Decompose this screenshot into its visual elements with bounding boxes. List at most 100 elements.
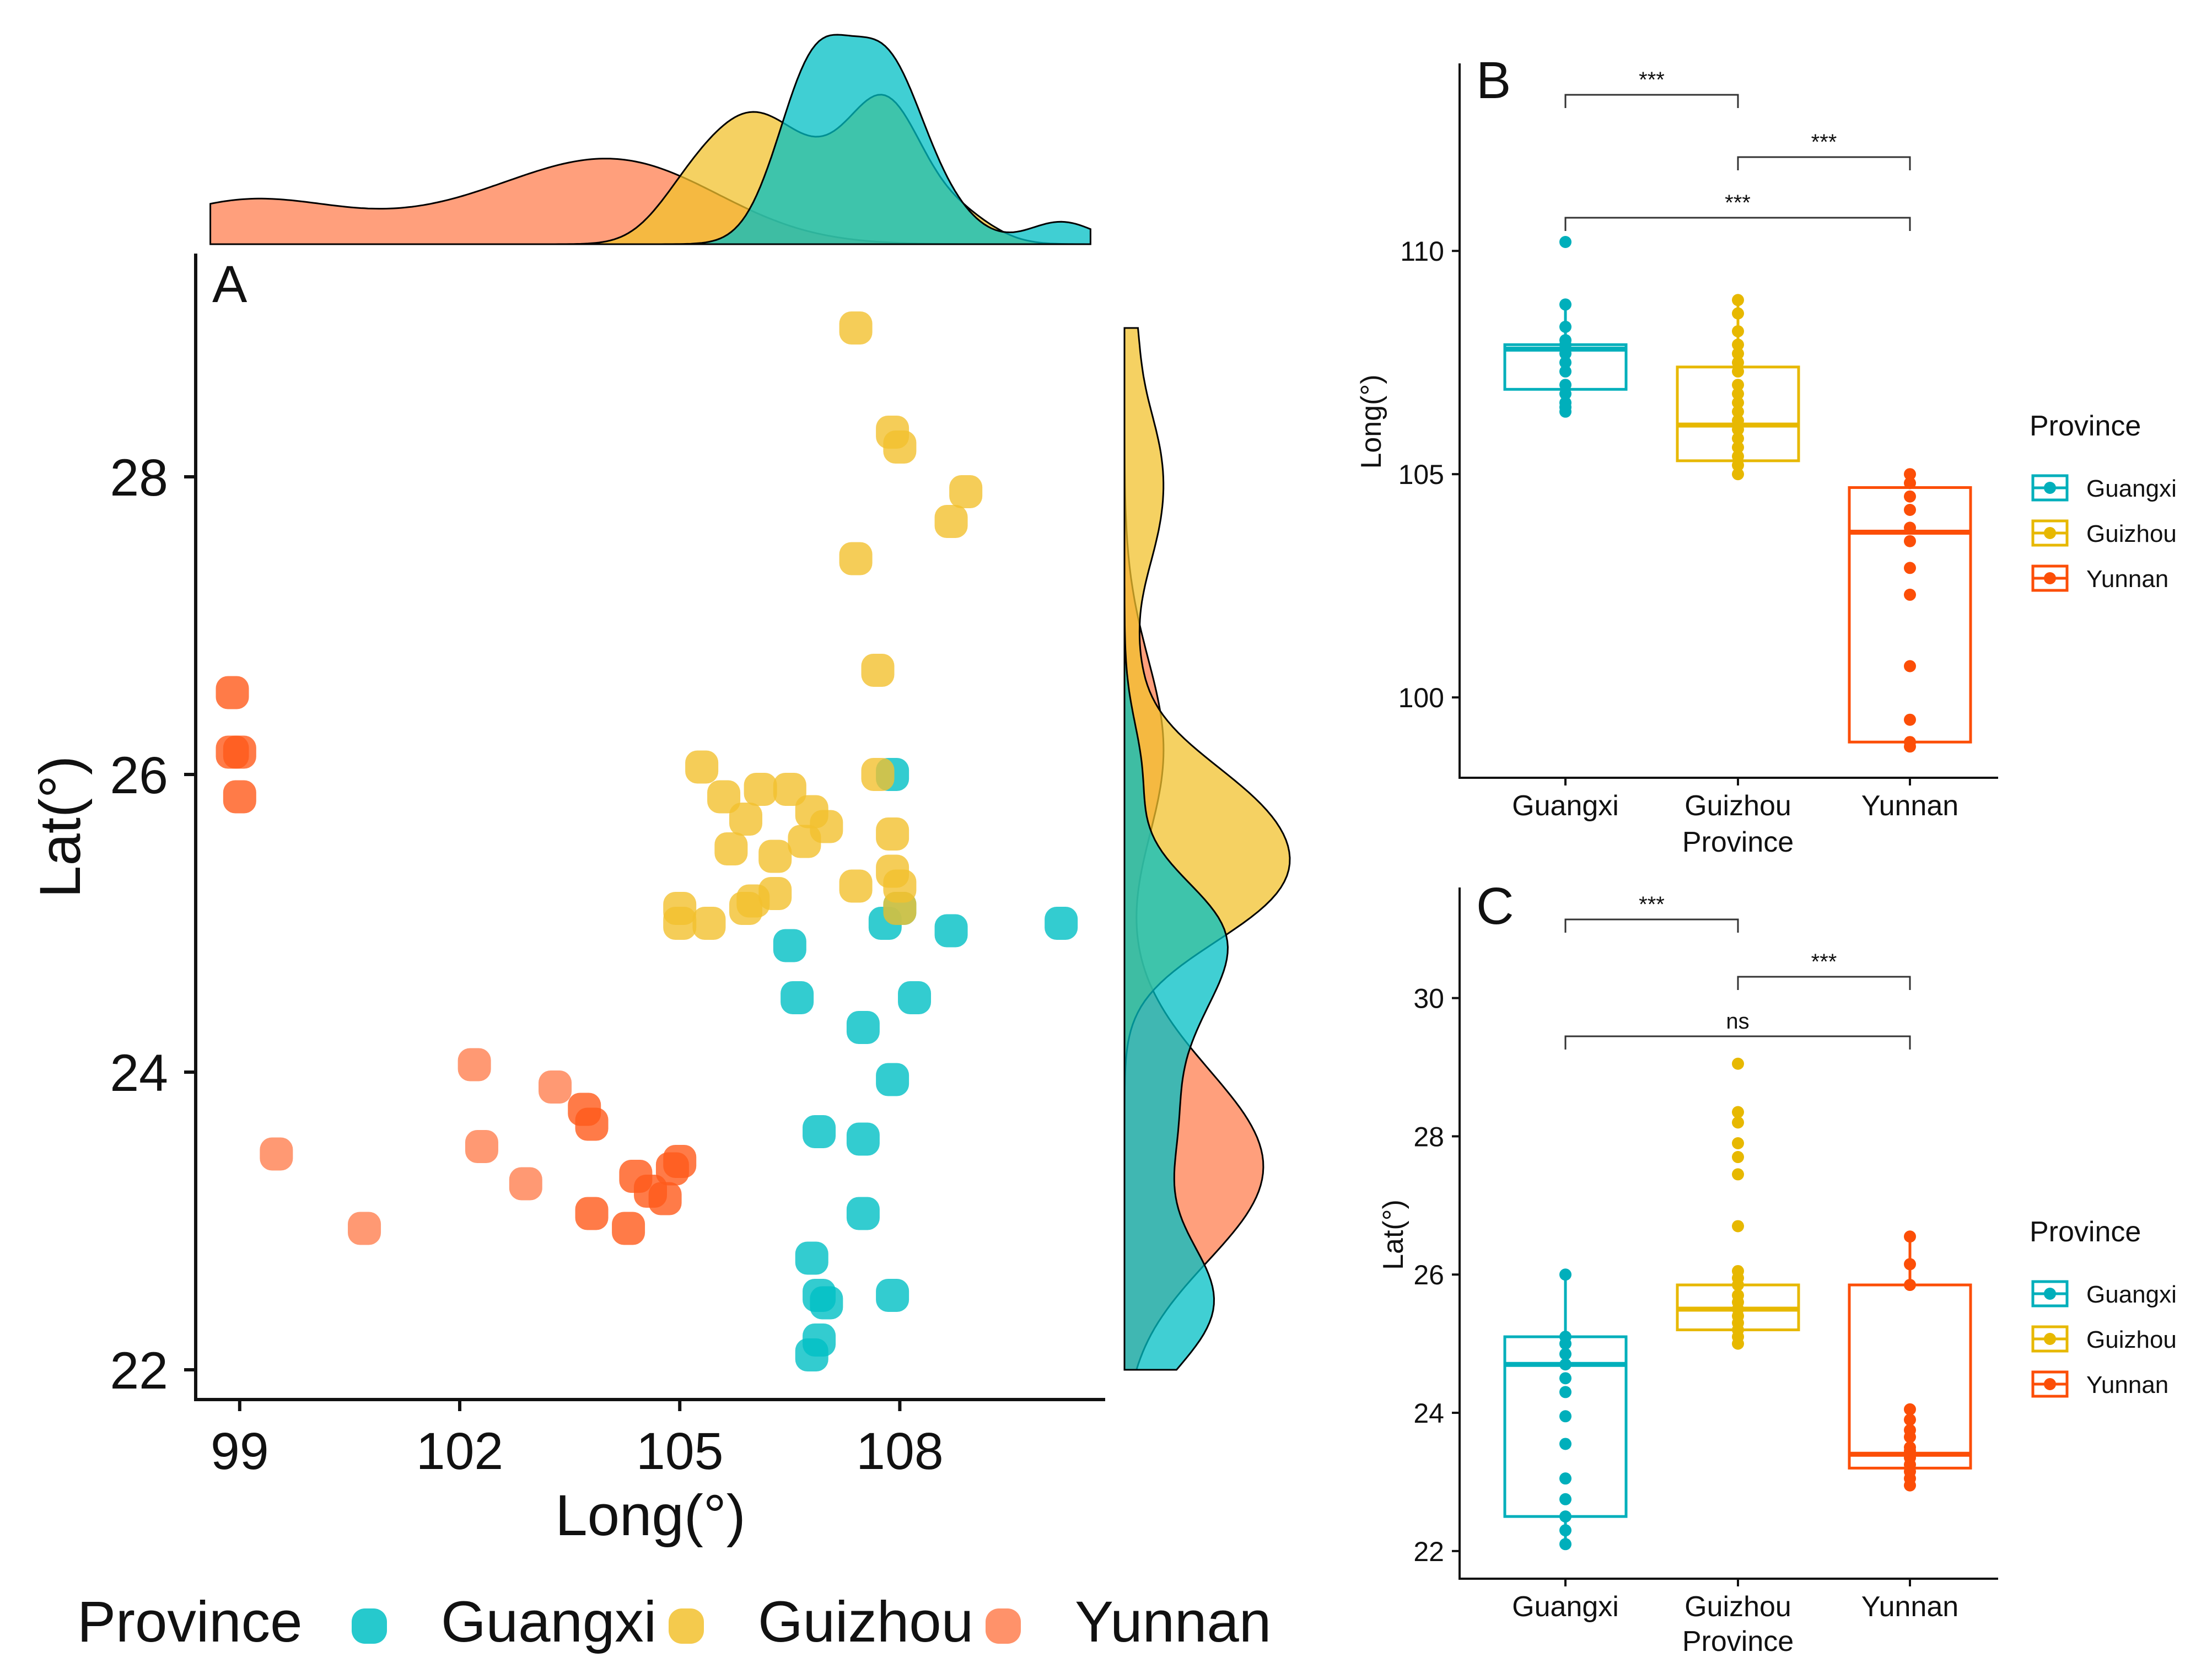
- dot-yunnan: [1904, 1230, 1916, 1243]
- dot-guangxi: [1559, 320, 1571, 333]
- y-tick-label: 105: [1398, 459, 1444, 490]
- point-yunnan: [663, 1145, 697, 1178]
- significance-label: ***: [1639, 68, 1665, 92]
- significance-label: ***: [1811, 130, 1837, 154]
- dot-guizhou: [1732, 1279, 1744, 1292]
- y-axis-title: Lat(°): [28, 756, 93, 898]
- point-guizhou: [663, 907, 697, 940]
- point-guizhou: [949, 475, 983, 508]
- significance-label: ns: [1726, 1009, 1749, 1034]
- dot-guizhou: [1732, 396, 1744, 409]
- point-guangxi: [803, 1115, 836, 1148]
- point-guangxi: [781, 981, 814, 1014]
- point-guangxi: [795, 1241, 828, 1275]
- point-guizhou: [788, 825, 821, 858]
- dot-guangxi: [1559, 1337, 1571, 1350]
- boxplot-long: 100 105 110 Guangxi Guizhou Yunnan *** *** ***: [1398, 68, 1972, 822]
- point-guangxi: [846, 1197, 880, 1230]
- dot-yunnan: [1904, 1479, 1916, 1492]
- legend-label-guizhou: Guizhou: [2086, 1326, 2177, 1353]
- legend-key-dot: [2044, 1378, 2056, 1390]
- dot-guizhou: [1732, 405, 1744, 418]
- legend-key-yunnan: [986, 1608, 1021, 1644]
- point-guizhou: [839, 542, 873, 575]
- significance-label: ***: [1725, 191, 1751, 215]
- dot-guizhou: [1732, 1137, 1744, 1149]
- dot-yunnan: [1904, 740, 1916, 753]
- point-yunnan: [216, 735, 249, 769]
- legend-right: Province Guangxi Guizhou Yunnan: [2030, 1216, 2177, 1398]
- y-tick-label: 26: [1413, 1260, 1444, 1290]
- x-tick-label: 99: [211, 1422, 269, 1481]
- legend-label-guizhou: Guizhou: [2086, 520, 2177, 547]
- legend-label-guangxi: Guangxi: [2086, 1281, 2177, 1308]
- x-tick-label: Yunnan: [1861, 1591, 1958, 1623]
- x-axis-title: Province: [1682, 1626, 1794, 1658]
- legend-label-yunnan: Yunnan: [2086, 566, 2168, 593]
- dot-guangxi: [1559, 388, 1571, 400]
- dot-yunnan: [1904, 504, 1916, 516]
- dot-guizhou: [1732, 415, 1744, 427]
- significance-bracket: [1564, 94, 1739, 108]
- dot-guangxi: [1559, 1493, 1571, 1505]
- dot-guizhou: [1732, 388, 1744, 400]
- dot-guangxi: [1559, 1348, 1571, 1360]
- dot-guizhou: [1732, 1337, 1744, 1350]
- legend-key-dot: [2044, 482, 2056, 494]
- point-guizhou: [692, 907, 726, 940]
- dot-yunnan: [1904, 1403, 1916, 1416]
- panel-label-b: B: [1476, 51, 1511, 110]
- dot-guizhou: [1732, 1057, 1744, 1070]
- x-tick-label: Guangxi: [1512, 1591, 1619, 1623]
- y-axis-title: Lat(°): [1377, 1199, 1409, 1270]
- point-guangxi: [876, 1279, 909, 1312]
- legend-title: Province: [2030, 410, 2141, 442]
- dot-yunnan: [1904, 1430, 1916, 1443]
- dot-guizhou: [1732, 1220, 1744, 1233]
- legend-right: Province Guangxi Guizhou Yunnan: [2030, 410, 2177, 593]
- point-yunnan: [216, 676, 249, 709]
- dot-guizhou: [1732, 338, 1744, 351]
- y-tick-label: 22: [1413, 1536, 1444, 1567]
- point-guangxi: [810, 1286, 843, 1320]
- point-yunnan: [612, 1212, 645, 1245]
- dot-guizhou: [1732, 1116, 1744, 1129]
- dot-yunnan: [1904, 1413, 1916, 1426]
- dot-guizhou: [1732, 423, 1744, 436]
- dot-guizhou: [1732, 459, 1744, 471]
- dot-guangxi: [1559, 356, 1571, 369]
- dot-guangxi: [1559, 1472, 1571, 1485]
- point-guizhou: [685, 750, 719, 784]
- significance-bracket: [1564, 918, 1739, 933]
- density-guangxi: [210, 34, 1091, 245]
- x-axis-title: Long(°): [555, 1483, 746, 1548]
- y-tick-label: 22: [110, 1342, 168, 1400]
- dot-yunnan: [1904, 535, 1916, 547]
- point-guizhou: [839, 869, 873, 903]
- point-guizhou: [861, 654, 895, 687]
- point-guizhou: [773, 773, 806, 806]
- y-tick-label: 24: [1413, 1398, 1444, 1429]
- dot-guizhou: [1732, 307, 1744, 320]
- dot-guizhou: [1732, 441, 1744, 454]
- legend-label-guangxi: Guangxi: [2086, 475, 2177, 502]
- dot-guizhou: [1732, 450, 1744, 462]
- dot-yunnan: [1904, 1258, 1916, 1271]
- dot-guizhou: [1732, 1168, 1744, 1181]
- x-axis-title: Province: [1682, 826, 1794, 858]
- axis-ticks: 99 102 105 108 22 24 26 28: [110, 449, 943, 1481]
- y-tick-label: 24: [110, 1044, 168, 1102]
- dot-yunnan: [1904, 521, 1916, 534]
- point-guizhou: [714, 832, 748, 865]
- dot-yunnan: [1904, 562, 1916, 574]
- dot-guangxi: [1559, 1268, 1571, 1281]
- point-guizhou: [883, 892, 917, 925]
- panel-c: 22 24 26 28 30 Guangxi Guizhou Yunnan *** *** ns C…: [1377, 877, 2177, 1658]
- point-guizhou: [729, 803, 762, 836]
- point-guangxi: [795, 1338, 828, 1371]
- point-guizhou: [876, 817, 909, 851]
- point-guizhou: [934, 505, 968, 538]
- point-guangxi: [934, 914, 968, 948]
- y-tick-label: 30: [1413, 983, 1444, 1014]
- dot-guizhou: [1732, 379, 1744, 391]
